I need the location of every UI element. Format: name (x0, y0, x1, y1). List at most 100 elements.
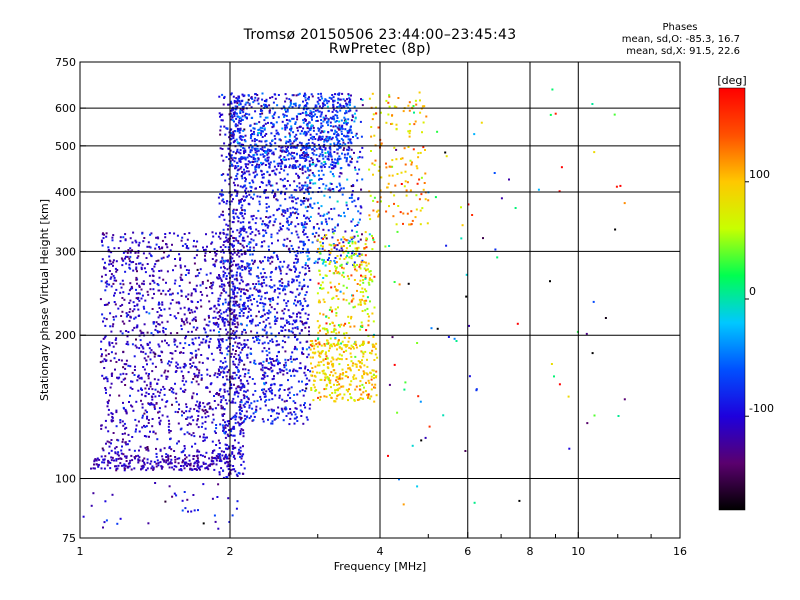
data-point (373, 275, 376, 278)
data-point (227, 301, 230, 304)
data-point (138, 314, 141, 317)
data-point (309, 133, 312, 136)
data-point (367, 341, 370, 344)
data-point (288, 152, 291, 155)
data-point (162, 278, 165, 281)
data-point (344, 344, 347, 346)
data-point (334, 125, 337, 128)
data-point (279, 388, 281, 391)
data-point (221, 148, 224, 150)
data-point (249, 227, 252, 230)
data-point (235, 138, 238, 141)
data-point (324, 138, 327, 140)
data-point (288, 423, 291, 426)
data-point (342, 141, 345, 144)
data-point (334, 265, 336, 268)
data-point (167, 344, 170, 347)
data-point (320, 237, 323, 240)
data-point (186, 465, 188, 467)
data-point (235, 330, 238, 333)
data-point (241, 330, 244, 333)
data-point (157, 411, 159, 414)
data-point (170, 361, 173, 364)
data-point (153, 404, 156, 407)
data-point (231, 468, 234, 471)
data-point (178, 457, 181, 460)
data-point (103, 461, 106, 464)
data-point (169, 314, 172, 316)
data-point (282, 210, 285, 213)
data-point (150, 460, 153, 463)
data-point (192, 326, 195, 329)
data-point (177, 462, 180, 465)
data-point (123, 467, 126, 470)
data-point (175, 400, 178, 403)
data-point (225, 375, 228, 378)
data-point (232, 137, 235, 139)
data-point (329, 182, 332, 185)
data-point (304, 157, 307, 160)
data-point (317, 93, 320, 95)
data-point (366, 296, 369, 299)
data-point (154, 365, 157, 368)
data-point (322, 359, 325, 362)
data-point (140, 297, 143, 300)
phase-statistics-o: mean, sd,O: -85.3, 16.7 (621, 34, 740, 45)
data-point (213, 400, 216, 402)
data-point (322, 287, 325, 290)
data-point (110, 273, 113, 276)
data-point (278, 343, 281, 346)
data-point (164, 405, 167, 408)
data-point (268, 285, 271, 288)
data-point (261, 350, 264, 353)
data-point (316, 109, 319, 112)
data-point (351, 236, 354, 239)
data-point (285, 302, 288, 305)
data-point (220, 404, 223, 407)
data-point (236, 475, 239, 477)
data-point (196, 464, 199, 467)
data-point (253, 140, 256, 143)
data-point (329, 170, 332, 173)
data-point (231, 116, 234, 119)
data-point (258, 232, 261, 235)
data-point (226, 331, 229, 334)
data-point (281, 150, 283, 153)
data-point (257, 129, 260, 131)
data-point (228, 136, 231, 139)
data-point (243, 94, 246, 97)
data-point (265, 196, 267, 199)
data-point (339, 184, 342, 187)
data-point (336, 376, 339, 379)
data-point (304, 181, 307, 184)
data-point (230, 428, 233, 431)
data-point (240, 290, 242, 293)
data-point (283, 285, 286, 288)
data-point (220, 367, 223, 370)
data-point (329, 344, 332, 347)
data-point (284, 198, 287, 201)
data-point (219, 261, 222, 264)
data-point (183, 363, 186, 366)
data-point (353, 261, 356, 264)
data-point (287, 300, 290, 303)
data-point (104, 426, 107, 429)
data-point (303, 223, 306, 226)
data-point (131, 405, 134, 408)
data-point (264, 292, 267, 295)
data-point (324, 377, 327, 380)
data-point (281, 265, 284, 268)
data-point (239, 423, 242, 426)
data-point (257, 266, 259, 269)
data-point (270, 286, 273, 289)
data-point (270, 132, 273, 135)
data-point (368, 397, 371, 400)
data-point (340, 358, 343, 361)
data-point (165, 243, 168, 246)
data-point (222, 265, 225, 268)
data-point (232, 134, 235, 137)
data-point (125, 312, 128, 315)
data-point (233, 251, 236, 254)
data-point (317, 282, 320, 285)
data-point (341, 340, 344, 343)
